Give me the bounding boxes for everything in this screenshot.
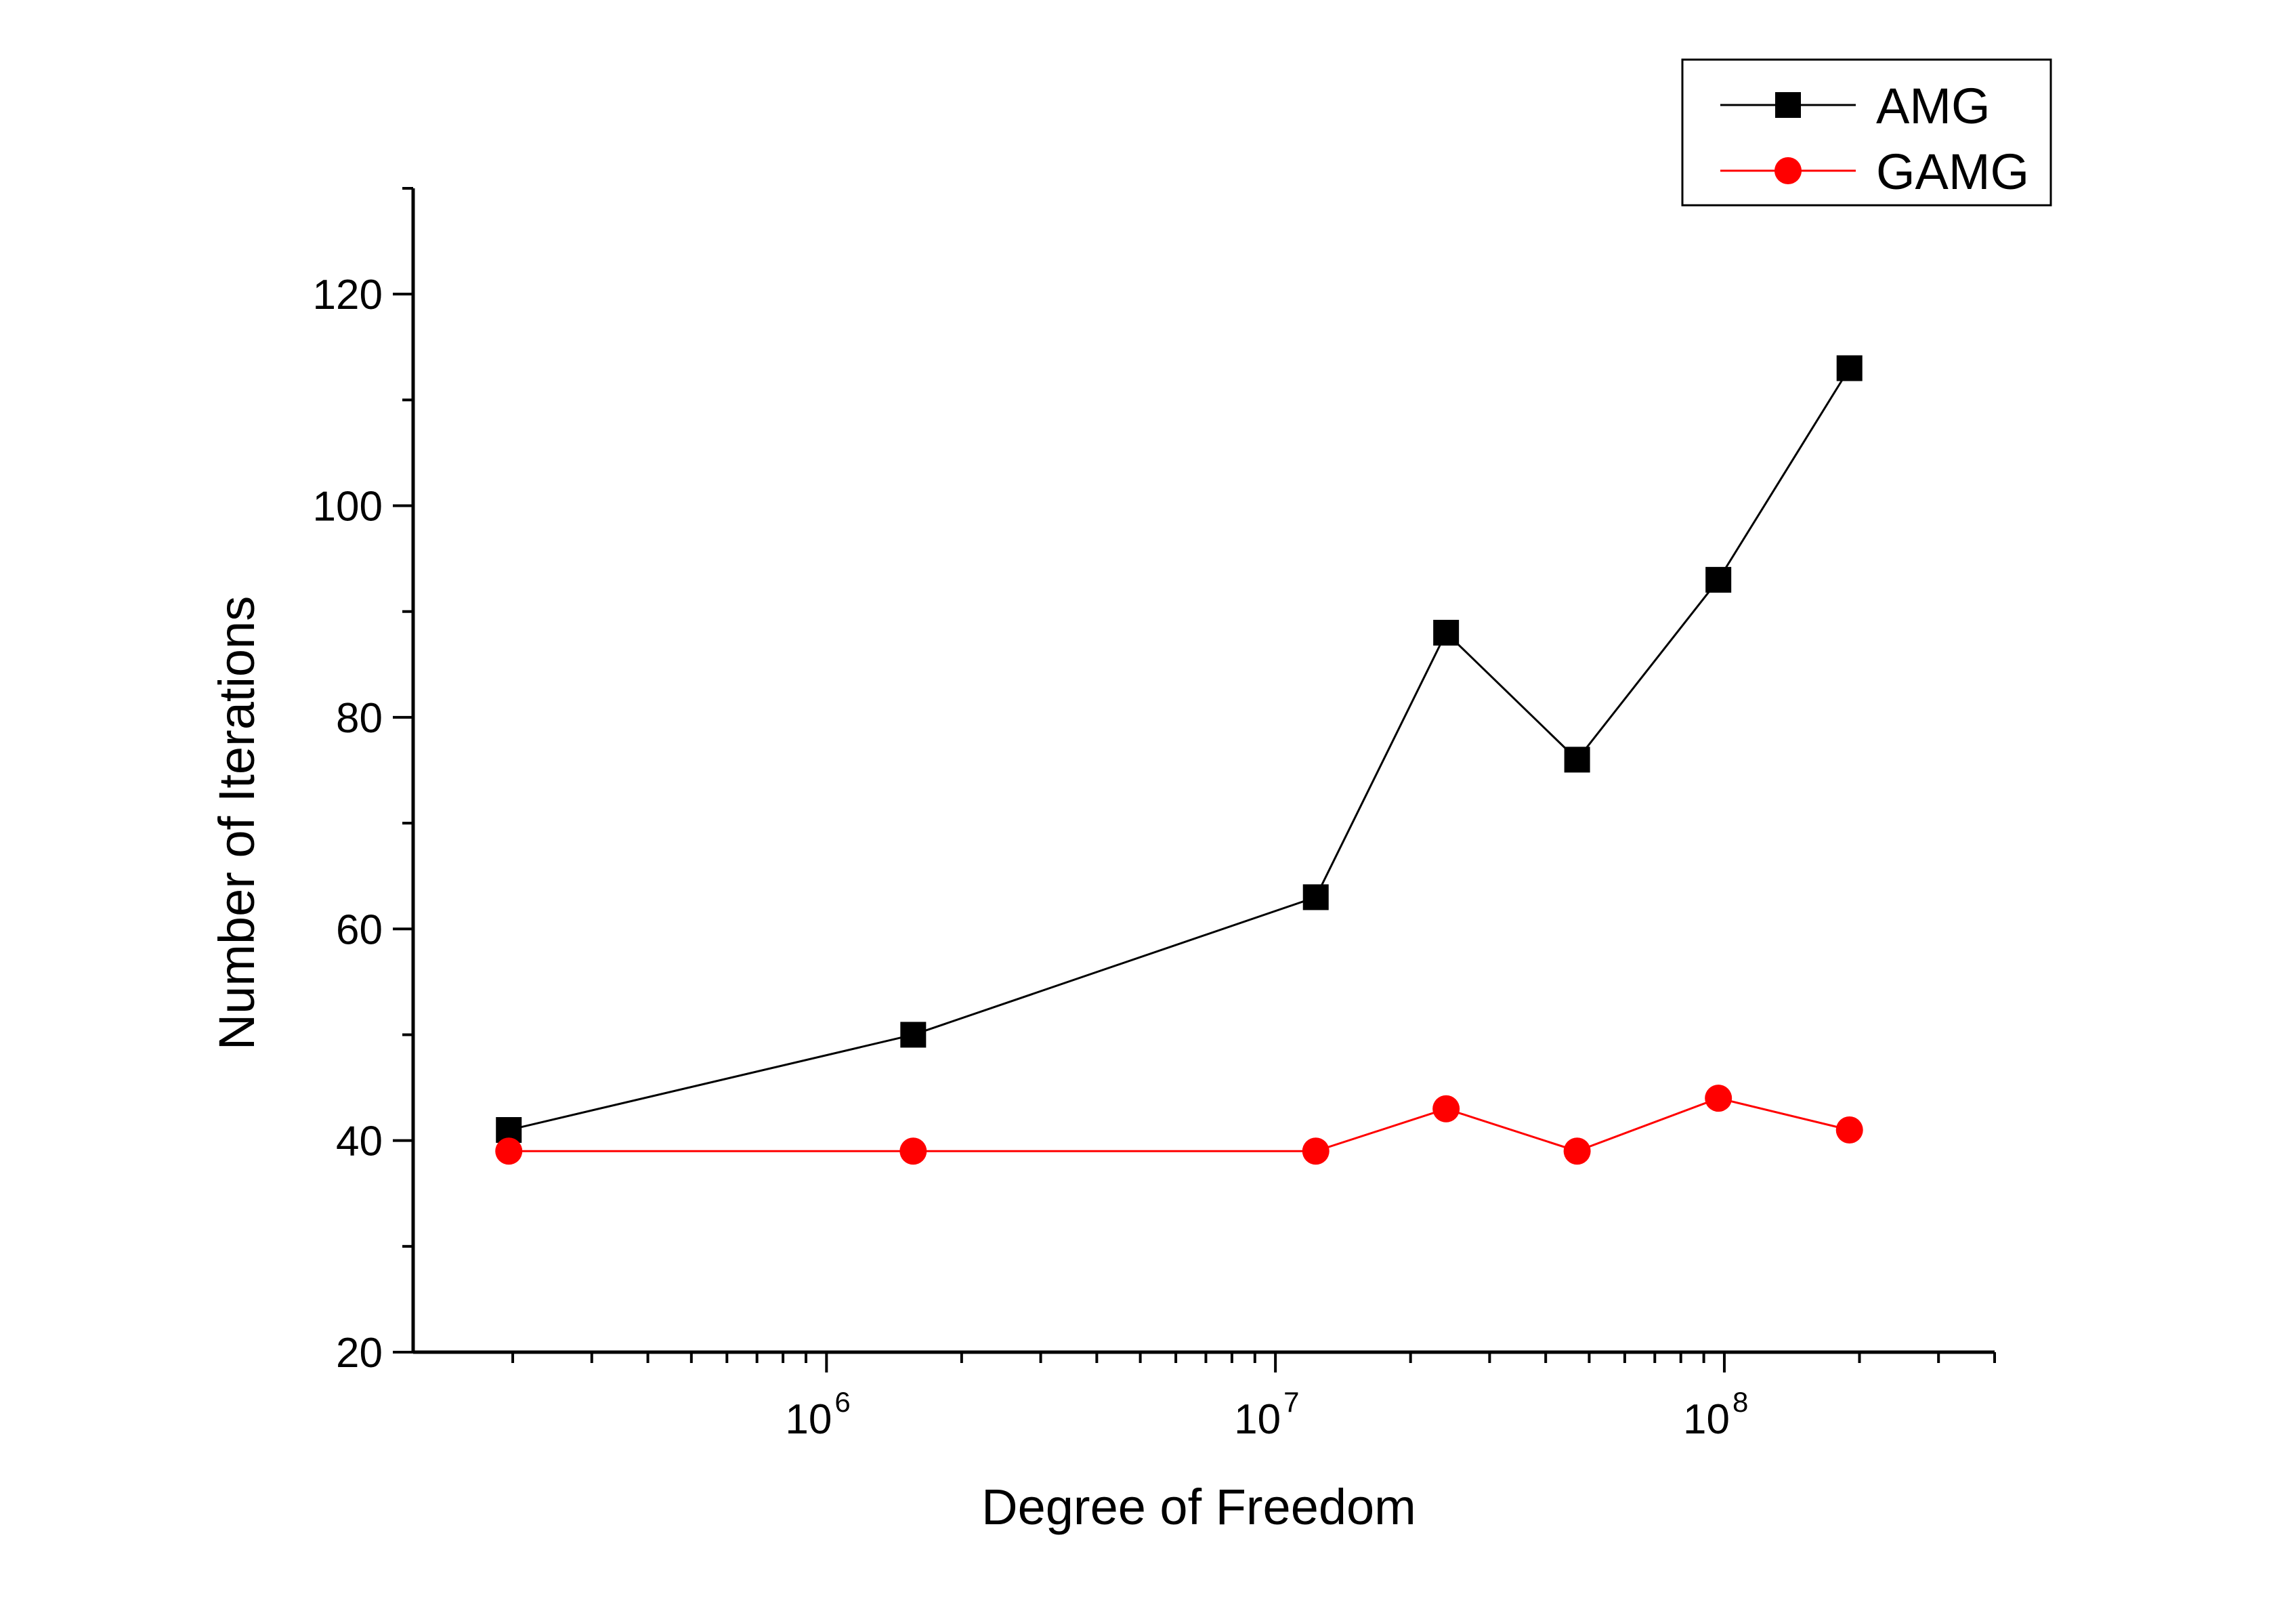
amg-point (1836, 355, 1863, 381)
x-tick-label-base: 10 (1683, 1396, 1730, 1443)
legend-items: AMG GAMG (1720, 78, 2029, 200)
x-tick-label-exponent: 7 (1283, 1386, 1299, 1418)
amg-point (1705, 566, 1732, 593)
y-tick-label: 80 (336, 695, 383, 742)
gamg-point (1835, 1116, 1863, 1144)
series-amg (496, 355, 1863, 1144)
y-axis-label: Number of Iterations (209, 596, 265, 1050)
x-tick-label-exponent: 6 (834, 1386, 850, 1418)
legend-label-amg: AMG (1876, 78, 1991, 134)
legend-marker-gamg (1774, 157, 1802, 184)
x-tick-label-base: 10 (1234, 1396, 1281, 1443)
x-tick-label: 10 7 (1234, 1386, 1299, 1443)
amg-point (1433, 619, 1460, 646)
legend-marker-amg (1775, 92, 1801, 118)
gamg-point (1705, 1085, 1732, 1112)
gamg-point (899, 1137, 927, 1165)
gamg-line (509, 1097, 1850, 1152)
gamg-point (495, 1137, 523, 1165)
legend-item-gamg: GAMG (1720, 144, 2029, 200)
legend-box (1681, 58, 2052, 207)
legend: AMG GAMG (1681, 58, 2052, 207)
legend-item-amg: AMG (1720, 78, 1991, 134)
series-layer (495, 355, 1863, 1165)
amg-point (1302, 884, 1329, 910)
amg-line (508, 367, 1850, 1131)
x-axis-label: Degree of Freedom (981, 1479, 1416, 1535)
x-tick-label-exponent: 8 (1732, 1386, 1748, 1418)
y-tick-label: 20 (336, 1330, 383, 1377)
amg-point (900, 1022, 927, 1048)
x-tick-label: 10 8 (1683, 1386, 1748, 1443)
gamg-point (1302, 1137, 1330, 1165)
x-tick-label: 10 6 (785, 1386, 850, 1443)
y-tick-label: 40 (336, 1118, 383, 1165)
y-tick-label: 100 (313, 484, 383, 530)
gamg-point (1432, 1095, 1460, 1123)
x-tick-label-base: 10 (785, 1396, 832, 1443)
gamg-point (1563, 1137, 1591, 1165)
series-gamg (495, 1085, 1863, 1165)
legend-label-gamg: GAMG (1876, 144, 2029, 200)
y-tick-label: 120 (313, 272, 383, 318)
amg-point (1564, 747, 1590, 773)
y-tick-label: 60 (336, 906, 383, 953)
